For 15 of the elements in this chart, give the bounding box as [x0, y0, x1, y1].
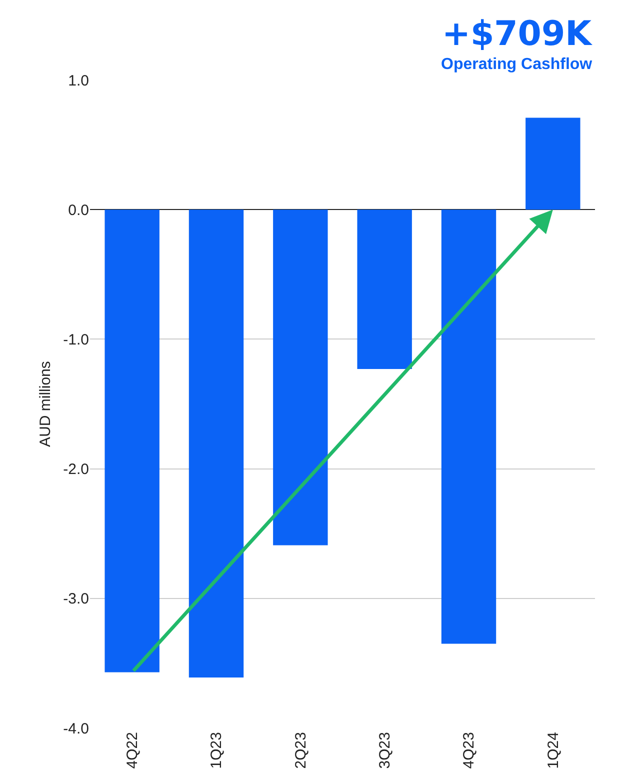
y-tick-label: 0.0	[68, 202, 89, 219]
y-tick-label: -4.0	[63, 720, 89, 738]
y-tick-label: -3.0	[63, 590, 89, 608]
x-tick-label: 4Q22	[124, 732, 141, 769]
chart-title: +$709K	[442, 14, 594, 54]
x-tick-label: 2Q23	[292, 732, 310, 769]
y-tick-label: -2.0	[63, 461, 89, 478]
x-tick-label: 1Q23	[208, 732, 226, 769]
x-tick-label: 3Q23	[376, 732, 394, 769]
y-axis-title: AUD millions	[37, 361, 54, 447]
x-tick-label: 1Q24	[544, 732, 562, 769]
y-tick-label: 1.0	[68, 72, 89, 90]
y-tick-label: -1.0	[63, 331, 89, 348]
chart-subtitle: Operating Cashflow	[441, 56, 593, 73]
x-tick-label: 4Q23	[460, 732, 478, 769]
